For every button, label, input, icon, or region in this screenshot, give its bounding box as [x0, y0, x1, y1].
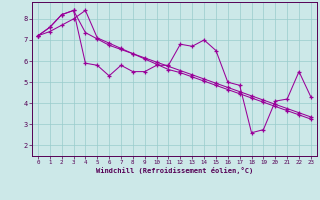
X-axis label: Windchill (Refroidissement éolien,°C): Windchill (Refroidissement éolien,°C) — [96, 167, 253, 174]
